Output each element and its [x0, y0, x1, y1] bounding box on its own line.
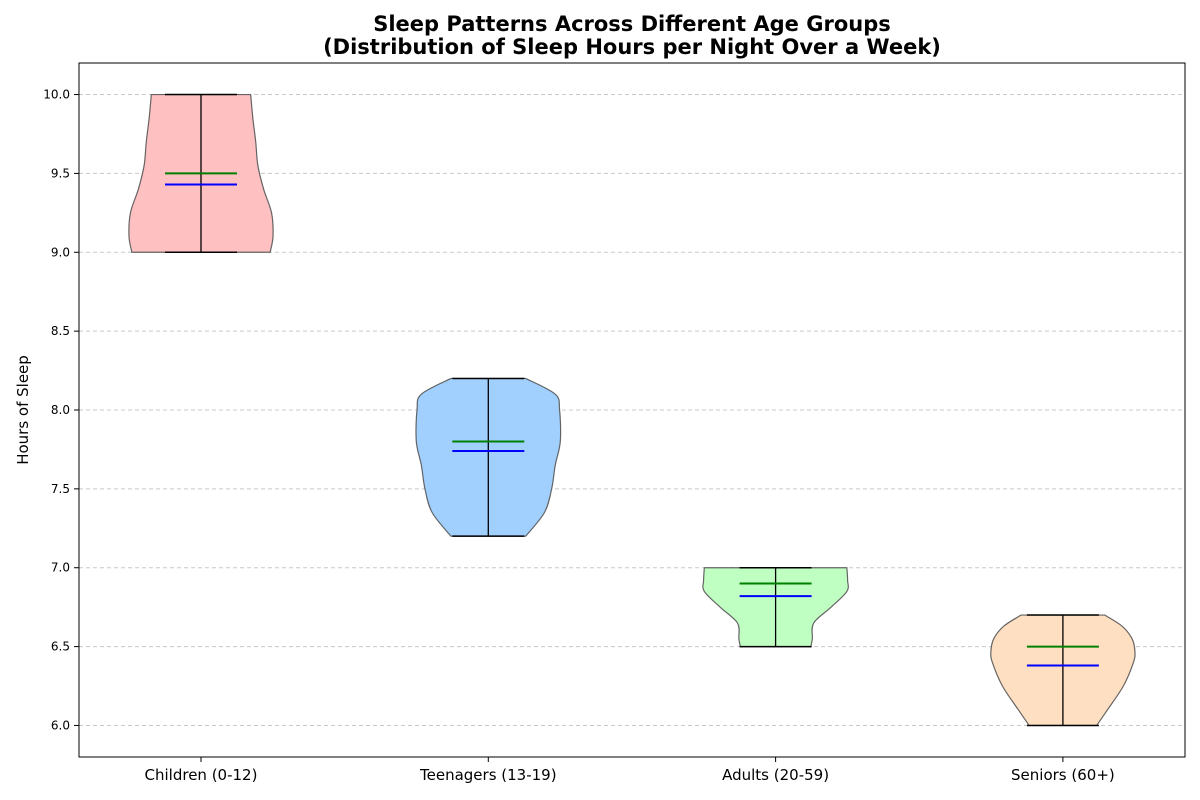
y-tick-label-2: 7.0 [51, 561, 70, 575]
plot-frame [78, 62, 1186, 758]
y-tick-label-7: 9.5 [51, 166, 70, 180]
violin-group-3 [990, 614, 1136, 727]
y-tick-label-1: 6.5 [51, 640, 70, 654]
violin-group-0 [128, 93, 274, 254]
violin-group-2 [702, 566, 849, 648]
axes: 6.0 6.5 7.0 7.5 8.0 8.5 9.0 9.5 10.0 Children (0-… [43, 62, 1186, 784]
y-tick-label-4: 8.0 [51, 403, 70, 417]
y-tick-label-3: 7.5 [51, 482, 70, 496]
y-axis-label: Hours of Sleep [14, 355, 32, 465]
x-tick-label-0: Children (0-12) [145, 766, 258, 784]
violins [128, 93, 1136, 727]
chart-subtitle: (Distribution of Sleep Hours per Night O… [323, 35, 941, 59]
x-tick-label-2: Adults (20-59) [722, 766, 829, 784]
y-tick-label-8: 10.0 [43, 88, 70, 102]
x-tick-label-3: Seniors (60+) [1011, 766, 1115, 784]
y-tick-label-0: 6.0 [51, 718, 70, 732]
x-tick-label-1: Teenagers (13-19) [419, 766, 557, 784]
chart-title: Sleep Patterns Across Different Age Grou… [373, 12, 891, 36]
violin-group-1 [415, 377, 562, 537]
y-tick-label-6: 9.0 [51, 245, 70, 259]
y-tick-label-5: 8.5 [51, 324, 70, 338]
